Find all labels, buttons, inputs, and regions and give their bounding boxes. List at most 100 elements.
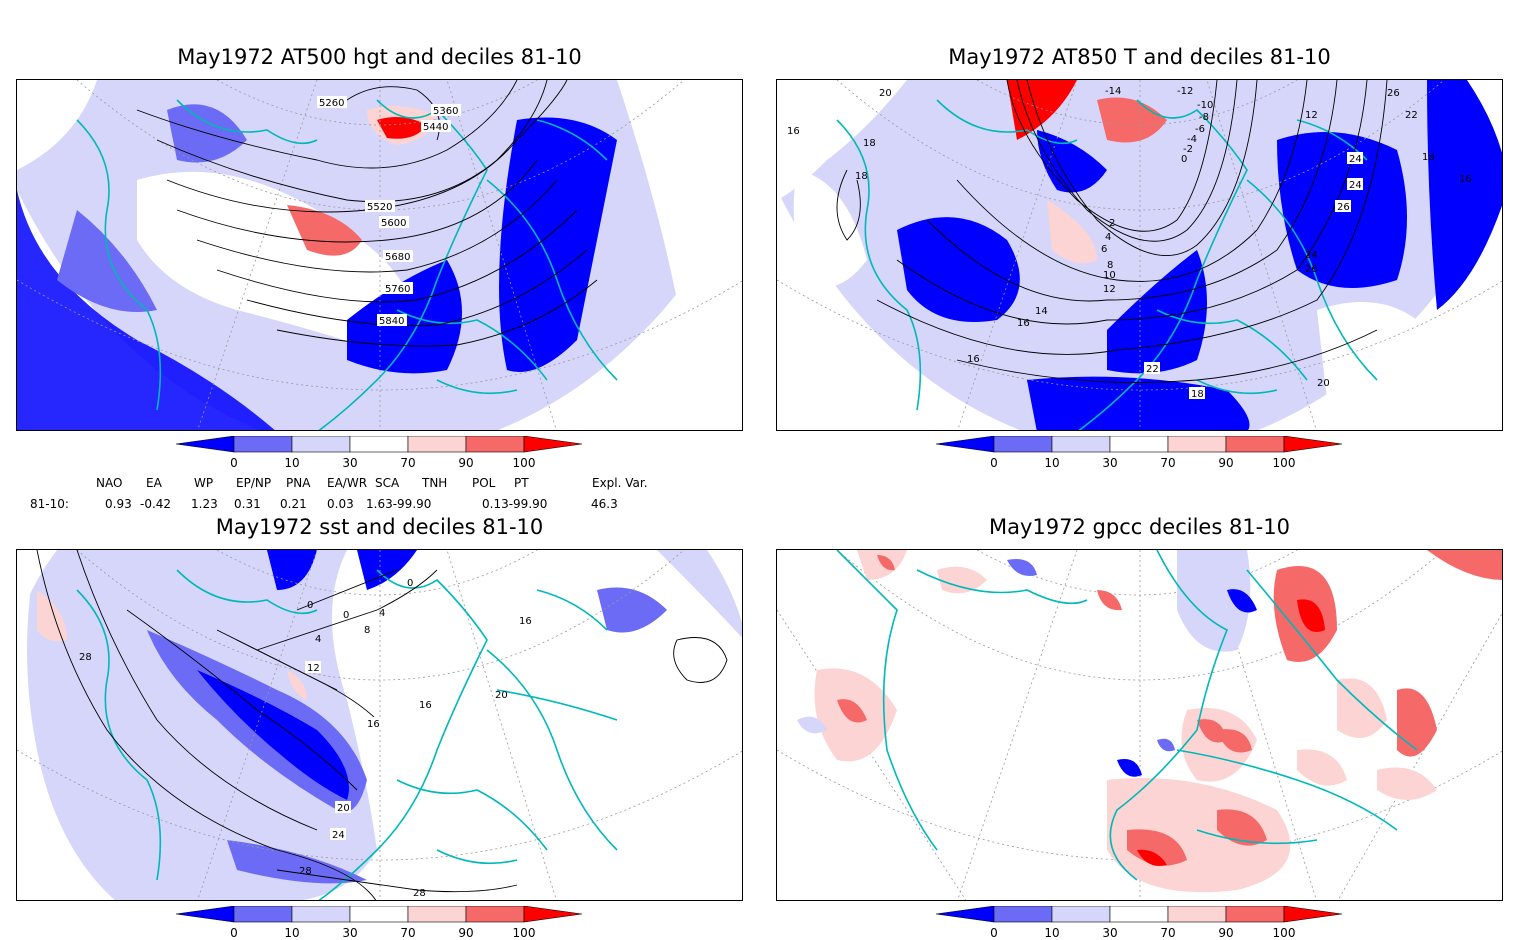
contour-label: 16 [1017,318,1030,329]
contour-label-5360: 5360 [433,106,458,117]
colorbar-segment [1109,906,1169,923]
contour-label: 4 [1105,232,1111,243]
colorbar-arrow-low [175,436,235,453]
tc-value-epnp: 0.31 [234,497,261,511]
tc-header-sca: SCA [375,476,400,490]
contour-label: 26 [1305,264,1318,275]
colorbar-4: 0 10 30 70 90 100 [935,906,1343,940]
tc-header-pt: PT [514,476,529,490]
contour-label: 26 [1337,202,1350,213]
tc-header-ea: EA [146,476,162,490]
colorbar-segment [349,436,409,453]
contour-label: 0 [343,610,349,621]
contour-label: 24 [332,830,345,841]
contour-label: 28 [299,866,312,877]
contour-label: 18 [855,171,868,182]
colorbar-segment [349,906,409,923]
tc-value-pol: 0.13-99.90 [482,497,548,511]
colorbar-arrow-high [523,436,583,453]
map-panel-850t: 20 16 18 18 -14 -12 -10 -8 -6 -4 -2 0 2 … [776,79,1503,431]
colorbar-tick-label: 90 [458,926,473,940]
contour-label-5520: 5520 [367,202,392,213]
colorbar-tick-label: 70 [400,926,415,940]
colorbar-2: 0 10 30 70 90 100 [935,436,1343,470]
colorbar-segment [993,436,1053,453]
colorbar-arrow-high [1283,436,1343,453]
tc-header-nao: NAO [96,476,123,490]
contour-label: 20 [879,88,892,99]
contour-label: 28 [79,652,92,663]
colorbar-tick-label: 100 [1273,456,1296,470]
colorbar-tick-label: 30 [342,926,357,940]
colorbar-3: 0 10 30 70 90 100 [175,906,583,940]
colorbar-tick-label: 100 [513,456,536,470]
colorbar-segment [291,436,351,453]
colorbar-arrow-high [523,906,583,923]
colorbar-segment [1225,436,1285,453]
colorbar-segment [465,436,525,453]
contour-labels-850t: 20 16 18 18 -14 -12 -10 -8 -6 -4 -2 0 2 … [787,86,1472,400]
tc-value-sca: 1.63-99.90 [366,497,432,511]
contour-label: -12 [1177,86,1193,97]
tc-value-eawr: 0.03 [327,497,354,511]
tc-header-wp: WP [194,476,214,490]
panel4-title: May1972 gpcc deciles 81-10 [989,515,1290,539]
contour-label: -6 [1195,124,1205,135]
contour-label: 16 [1459,174,1472,185]
tc-header-epnp: EP/NP [236,476,272,490]
colorbar-tick-label: 0 [230,456,238,470]
tc-header-explvar: Expl. Var. [592,476,648,490]
colorbar-segment [1225,906,1285,923]
colorbar-segment [407,906,467,923]
contour-label: -2 [1183,144,1193,155]
map-panel-500hgt: 5260 5360 5440 5520 5600 5680 5760 5840 [16,79,743,431]
contour-label: 20 [495,690,508,701]
contour-label: 16 [967,354,980,365]
colorbar-tick-label: 0 [230,926,238,940]
contour-label: 10 [1103,270,1116,281]
colorbar-segment [1051,906,1111,923]
contour-label: 6 [1101,244,1107,255]
colorbar-segment [291,906,351,923]
contour-label: 18 [1191,389,1204,400]
contour-label: 16 [519,616,532,627]
contour-label: 4 [379,608,385,619]
contour-label: 12 [1305,110,1318,121]
map-sst: 0 0 0 4 8 4 12 16 16 16 20 20 24 28 28 2… [17,550,742,900]
colorbar-tick-label: 0 [990,456,998,470]
tc-value-wp: 1.23 [191,497,218,511]
colorbar-tick-label: 90 [1218,926,1233,940]
contour-label: 16 [367,719,380,730]
map-panel-sst: 0 0 0 4 8 4 12 16 16 16 20 20 24 28 28 2… [16,549,743,901]
contour-label: 16 [787,126,800,137]
tc-value-nao: 0.93 [105,497,132,511]
tc-value-pna: 0.21 [280,497,307,511]
colorbar-tick-label: 10 [284,456,299,470]
contour-label: 22 [1146,364,1159,375]
colorbar-tick-label: 10 [1044,456,1059,470]
tc-header-pna: PNA [286,476,311,490]
colorbar-segment [465,906,525,923]
colorbar-tick-label: 100 [513,926,536,940]
contour-label: 20 [337,803,350,814]
contour-label: 0 [307,600,313,611]
contour-label-5680: 5680 [385,252,410,263]
tc-value-ea: -0.42 [140,497,172,511]
contour-label-5600: 5600 [381,218,406,229]
colorbar-segment [1167,436,1227,453]
colorbar-arrow-low [935,906,995,923]
colorbar-tick-label: 70 [1160,926,1175,940]
contour-label: 22 [1405,110,1418,121]
contour-label: -4 [1187,134,1197,145]
colorbar-tick-label: 100 [1273,926,1296,940]
colorbar-segment [993,906,1053,923]
colorbar-tick-label: 10 [284,926,299,940]
contour-label-5440: 5440 [423,122,448,133]
contour-label: 14 [1035,306,1048,317]
map-850t: 20 16 18 18 -14 -12 -10 -8 -6 -4 -2 0 2 … [777,80,1502,430]
contour-label: 18 [863,138,876,149]
tc-header-pol: POL [472,476,496,490]
colorbar-arrow-high [1283,906,1343,923]
panel3-title: May1972 sst and deciles 81-10 [215,515,544,539]
contour-label: -8 [1199,112,1209,123]
